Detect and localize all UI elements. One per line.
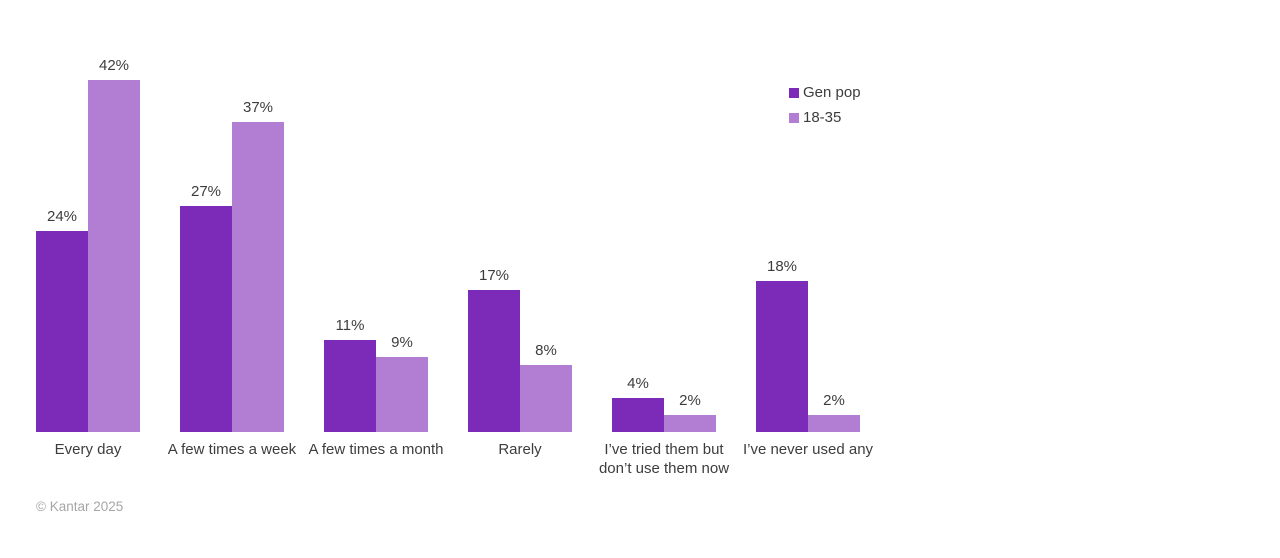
legend-label-18-35: 18-35 xyxy=(803,109,842,126)
bar-gen-pop xyxy=(324,340,376,432)
value-label: 11% xyxy=(335,317,365,334)
legend: Gen pop 18-35 xyxy=(789,84,861,127)
legend-swatch-gen-pop-icon xyxy=(789,88,799,98)
bar-18-35 xyxy=(520,365,572,432)
bar-gen-pop xyxy=(612,398,664,432)
value-label: 37% xyxy=(242,99,274,116)
bar-18-35 xyxy=(232,122,284,432)
value-label: 24% xyxy=(46,208,78,225)
plot-area: 24% 42% Every day 27% 37% A few times a week 1… xyxy=(36,57,873,477)
value-label: 2% xyxy=(679,392,701,409)
legend-label-gen-pop: Gen pop xyxy=(803,84,861,101)
category-label: Rarely xyxy=(498,441,542,458)
value-label: 17% xyxy=(478,267,510,284)
bar-gen-pop xyxy=(36,231,88,432)
legend-item-gen-pop: Gen pop xyxy=(789,84,861,102)
bar-gen-pop xyxy=(756,281,808,432)
category-label: I’ve tried them but don’t use them now xyxy=(598,441,730,477)
value-label: 18% xyxy=(766,258,798,275)
value-label: 8% xyxy=(535,342,557,359)
bar-18-35 xyxy=(88,80,140,432)
legend-swatch-18-35-icon xyxy=(789,113,799,123)
bar-gen-pop xyxy=(180,206,232,432)
value-label: 27% xyxy=(190,183,222,200)
category-label: A few times a week xyxy=(167,441,297,458)
value-label: 2% xyxy=(823,392,845,409)
bar-18-35 xyxy=(808,415,860,432)
copyright-text: © Kantar 2025 xyxy=(36,499,124,514)
bar-18-35 xyxy=(664,415,716,432)
bar-18-35 xyxy=(376,357,428,432)
legend-item-18-35: 18-35 xyxy=(789,109,861,127)
category-label: I’ve never used any xyxy=(742,441,874,458)
category-label: A few times a month xyxy=(308,441,444,458)
category-label: Every day xyxy=(54,441,122,458)
value-label: 42% xyxy=(98,57,130,74)
value-label: 9% xyxy=(391,334,413,351)
value-label: 4% xyxy=(627,375,649,392)
bar-gen-pop xyxy=(468,290,520,432)
